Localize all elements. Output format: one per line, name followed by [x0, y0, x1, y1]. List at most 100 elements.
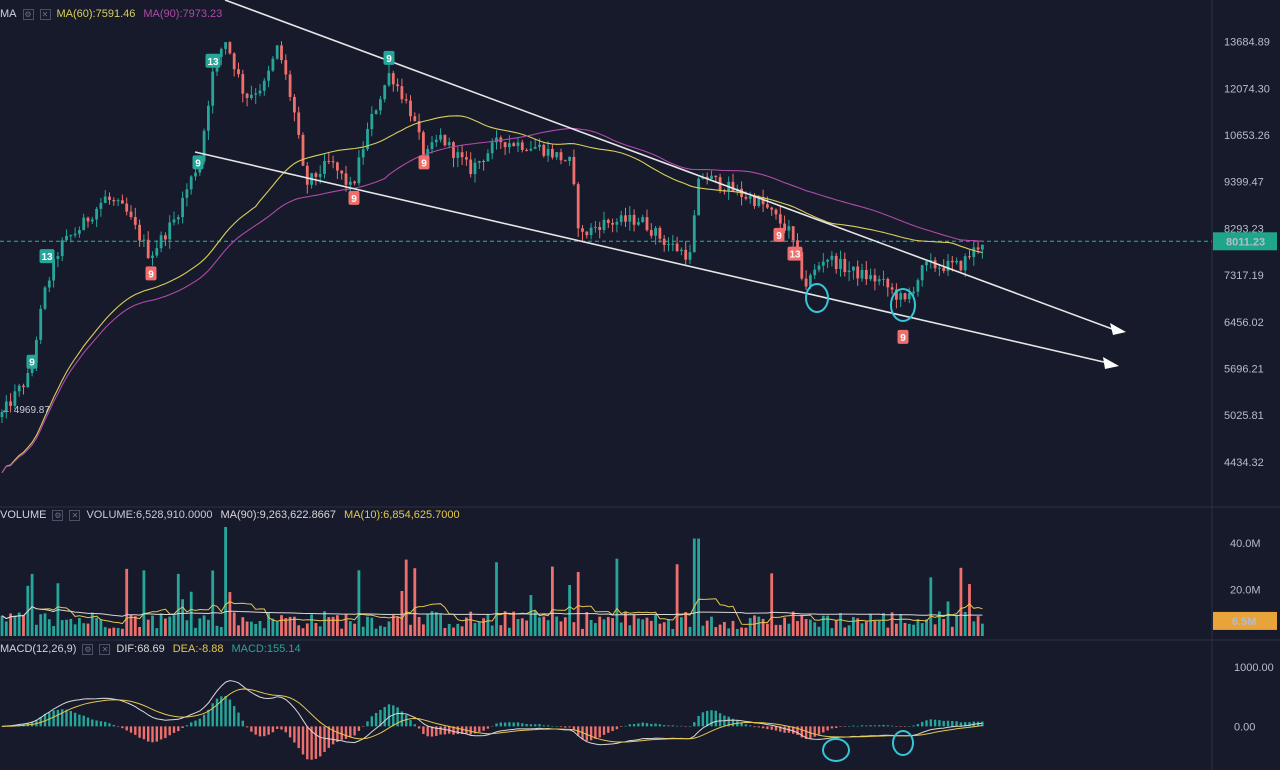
macd-histogram-bar [336, 726, 339, 742]
volume-bar [456, 623, 460, 636]
macd-histogram-bar [73, 712, 77, 727]
candle-body [133, 217, 137, 225]
candle-body [95, 208, 98, 220]
macd-histogram-bar [138, 726, 141, 738]
candle-body [856, 266, 860, 279]
candle-body [873, 275, 877, 282]
volume-bar [133, 616, 137, 636]
macd-histogram-bar [503, 722, 507, 727]
candle-body [933, 260, 937, 269]
macd-histogram-bar [452, 726, 455, 735]
macd-histogram-bar [190, 722, 193, 727]
volume-bar [370, 617, 374, 636]
candle-body [628, 214, 632, 222]
macd-histogram-bar [620, 726, 623, 727]
volume-bar [43, 613, 47, 636]
candle-body [404, 99, 408, 101]
volume-bar [869, 614, 872, 636]
volume-bar [121, 628, 124, 636]
candle-body [194, 172, 197, 177]
candle-body [159, 235, 163, 249]
volume-bar [340, 628, 344, 636]
macd-histogram-bar [374, 712, 378, 727]
volume-bar [787, 623, 791, 636]
highlight-circle [890, 288, 916, 322]
settings-icon[interactable]: ⚙ [52, 509, 64, 521]
candle-body [305, 165, 309, 185]
macd-histogram-bar [731, 718, 735, 727]
volume-bar [413, 568, 417, 636]
volume-bar [637, 618, 640, 636]
close-icon[interactable]: ✕ [69, 509, 81, 521]
volume-bar [611, 618, 614, 636]
td-count-tag [192, 155, 204, 170]
macd-histogram-bar [706, 710, 709, 727]
macd-histogram-bar [383, 706, 386, 727]
candle-body [318, 173, 322, 177]
volume-bar [103, 627, 107, 636]
candle-body [955, 260, 958, 263]
candle-body [981, 244, 984, 250]
volume-bar [654, 614, 657, 636]
macd-histogram-bar [211, 703, 214, 727]
volume-panel[interactable] [0, 526, 984, 636]
macd-label: MACD:155.14 [231, 643, 301, 655]
candle-body [189, 176, 193, 190]
candle-body [972, 247, 976, 257]
price-tick-label: 10653.26 [1224, 130, 1270, 142]
settings-icon[interactable]: ⚙ [22, 8, 34, 20]
close-icon[interactable]: ✕ [99, 643, 111, 655]
macd-histogram-bar [366, 721, 369, 727]
macd-panel[interactable] [0, 680, 984, 762]
candle-body [611, 222, 614, 225]
volume-bar [714, 627, 718, 636]
volume-bar [271, 618, 275, 636]
candle-body [452, 142, 455, 158]
macd-histogram-bar [688, 726, 692, 727]
macd-histogram-bar [693, 722, 696, 727]
volume-bar [426, 614, 430, 636]
volume-bar [912, 624, 915, 636]
macd-histogram-bar [512, 722, 515, 727]
macd-histogram-bar [417, 726, 421, 729]
td-count-tag [897, 329, 909, 344]
volume-header: VOLUME ⚙ ✕ VOLUME:6,528,910.0000 MA(90):… [0, 506, 468, 524]
candle-body [379, 99, 382, 111]
macd-histogram-bar [925, 720, 928, 727]
volume-bar [404, 559, 408, 636]
volume-bar [297, 625, 301, 636]
macd-histogram-bar [534, 724, 537, 727]
candle-body [890, 287, 894, 290]
candle-body [0, 412, 4, 418]
candle-body [125, 203, 129, 212]
volume-bar [275, 621, 279, 636]
close-icon[interactable]: ✕ [39, 8, 51, 20]
volume-bar [783, 617, 786, 636]
candle-body [946, 260, 950, 271]
candle-body [770, 207, 774, 210]
price-header: MA ⚙ ✕ MA(60):7591.46 MA(90):7973.23 [0, 5, 230, 23]
candle-body [43, 287, 47, 309]
volume-bar [864, 621, 868, 636]
candle-body [697, 178, 700, 216]
macd-histogram-bar [69, 710, 72, 727]
settings-icon[interactable]: ⚙ [82, 643, 94, 655]
macd-histogram-bar [645, 723, 649, 727]
candle-body [615, 221, 619, 225]
candle-body [787, 226, 791, 231]
macd-histogram-bar [491, 725, 494, 727]
volume-bar [39, 614, 43, 636]
candle-body [271, 58, 275, 71]
volume-bar [82, 623, 86, 636]
price-panel[interactable]: 9 13 9 9 13 9 9 9 9 13 9 [0, 0, 1212, 474]
volume-bar [800, 615, 804, 636]
volume-bar [383, 626, 387, 636]
volume-bar [697, 538, 700, 636]
candle-body [202, 130, 206, 162]
macd-histogram-bar [744, 724, 748, 727]
macd-histogram-bar [245, 726, 249, 728]
macd-histogram-bar [327, 726, 330, 748]
volume-bar [916, 619, 920, 636]
volume-bar [576, 571, 580, 636]
